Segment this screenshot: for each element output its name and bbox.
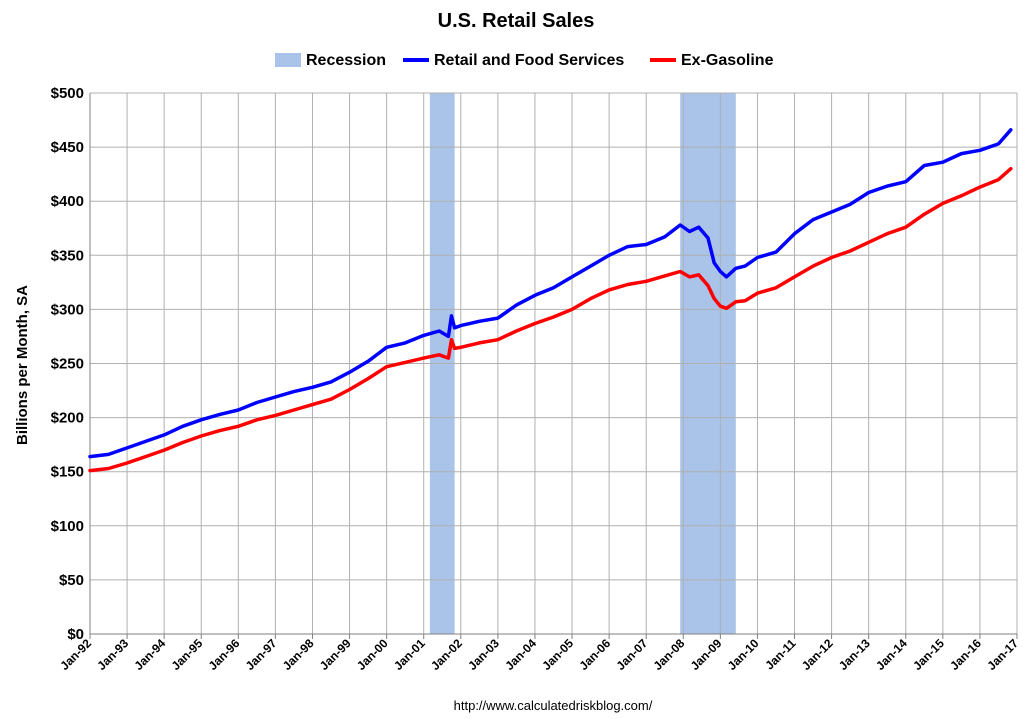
x-tick-label: Jan-98 bbox=[280, 636, 317, 673]
x-tick-label: Jan-17 bbox=[984, 636, 1021, 673]
x-tick-label: Jan-09 bbox=[688, 636, 725, 673]
x-tick-label: Jan-06 bbox=[576, 636, 613, 673]
x-tick-label: Jan-13 bbox=[836, 636, 873, 673]
x-tick-label: Jan-05 bbox=[539, 636, 576, 673]
y-tick-label: $50 bbox=[59, 572, 84, 589]
y-tick-label: $0 bbox=[67, 626, 84, 643]
x-tick-label: Jan-10 bbox=[725, 636, 762, 673]
chart-title: U.S. Retail Sales bbox=[438, 10, 595, 32]
x-tick-label: Jan-01 bbox=[391, 636, 428, 673]
x-tick-label: Jan-00 bbox=[354, 636, 391, 673]
source-credit: http://www.calculatedriskblog.com/ bbox=[454, 698, 653, 713]
x-tick-label: Jan-12 bbox=[799, 636, 836, 673]
series-line-ex-gasoline bbox=[88, 166, 1013, 473]
plot-area: $0 $50 $100 $150 $200 $250 $300 $350 $400 $450 $50… bbox=[51, 85, 1022, 673]
x-tick-label: Jan-02 bbox=[428, 636, 465, 673]
x-tick-label: Jan-94 bbox=[131, 636, 168, 673]
y-tick-label: $400 bbox=[51, 193, 84, 210]
legend-label: Ex-Gasoline bbox=[681, 52, 774, 69]
y-tick-label: $350 bbox=[51, 247, 84, 264]
y-tick-label: $150 bbox=[51, 464, 84, 481]
x-tick-label: Jan-07 bbox=[614, 636, 651, 673]
x-tick-label: Jan-04 bbox=[502, 636, 539, 673]
x-tick-label: Jan-11 bbox=[762, 636, 799, 673]
y-tick-label: $500 bbox=[51, 85, 84, 102]
x-tick-label: Jan-96 bbox=[206, 636, 243, 673]
y-axis-label: Billions per Month, SA bbox=[14, 285, 31, 445]
x-tick-label: Jan-16 bbox=[947, 636, 984, 673]
legend-recession-swatch bbox=[275, 53, 301, 67]
x-tick-label: Jan-08 bbox=[651, 636, 688, 673]
series-line-retail-and-food-services bbox=[88, 128, 1013, 459]
x-tick-label: Jan-97 bbox=[243, 636, 280, 673]
legend: Recession Retail and Food Services Ex-Gaso… bbox=[275, 52, 774, 69]
y-tick-label: $100 bbox=[51, 518, 84, 535]
x-tick-label: Jan-95 bbox=[169, 636, 206, 673]
legend-label: Recession bbox=[306, 52, 386, 69]
x-tick-label: Jan-15 bbox=[910, 636, 947, 673]
x-tick-label: Jan-99 bbox=[317, 636, 354, 673]
y-tick-label: $300 bbox=[51, 301, 84, 318]
y-tick-label: $200 bbox=[51, 410, 84, 427]
y-tick-label: $450 bbox=[51, 139, 84, 156]
x-tick-label: Jan-03 bbox=[465, 636, 502, 673]
x-tick-label: Jan-14 bbox=[873, 636, 910, 673]
y-tick-label: $250 bbox=[51, 356, 84, 373]
legend-label: Retail and Food Services bbox=[434, 52, 624, 69]
x-tick-label: Jan-93 bbox=[94, 636, 131, 673]
